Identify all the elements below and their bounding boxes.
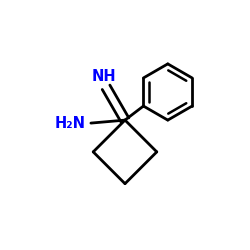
Text: NH: NH bbox=[91, 69, 116, 84]
Text: H₂N: H₂N bbox=[55, 116, 86, 130]
